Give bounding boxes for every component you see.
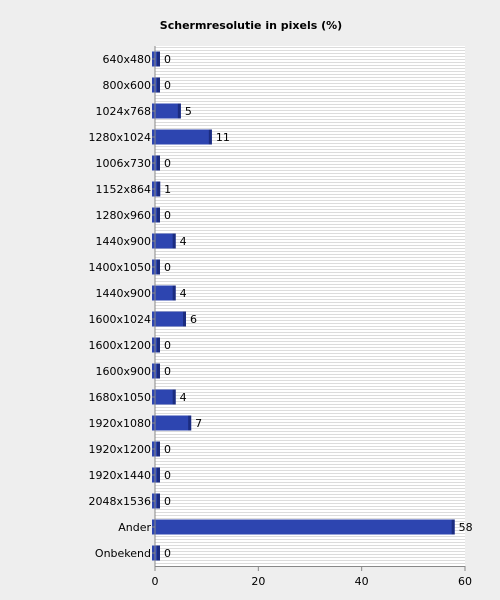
bar-edge: [157, 441, 160, 457]
data-label: 11: [216, 131, 230, 144]
bar-edge: [183, 311, 186, 327]
bar-edge: [157, 207, 160, 223]
category-label: 1680x1050: [89, 391, 152, 404]
category-label: 1152x864: [96, 183, 152, 196]
bar-edge: [172, 285, 176, 301]
bar: [152, 545, 160, 561]
data-label: 0: [164, 261, 171, 274]
category-label: 1920x1080: [89, 417, 152, 430]
bar: [152, 233, 176, 249]
category-label: 800x600: [102, 79, 151, 92]
bar: [152, 441, 160, 457]
category-label: 1440x900: [96, 235, 152, 248]
data-label: 0: [164, 79, 171, 92]
category-label: 1006x730: [96, 157, 152, 170]
category-label: 1280x1024: [89, 131, 152, 144]
bar-edge: [157, 155, 160, 171]
data-label: 6: [190, 313, 197, 326]
data-label: 5: [185, 105, 192, 118]
category-label: 1400x1050: [89, 261, 152, 274]
category-label: 1600x900: [96, 365, 152, 378]
bar-edge: [157, 337, 160, 353]
bar: [152, 155, 160, 171]
category-label: 1280x960: [96, 209, 152, 222]
data-label: 7: [195, 417, 202, 430]
bar: [152, 51, 160, 67]
bar-edge: [172, 389, 176, 405]
bar: [152, 337, 160, 353]
data-label: 0: [164, 365, 171, 378]
bar-edge: [172, 233, 176, 249]
bar: [152, 259, 160, 275]
bar: [152, 311, 186, 327]
category-label: 1600x1200: [89, 339, 152, 352]
x-tick-label: 20: [251, 575, 265, 588]
data-label: 0: [164, 157, 171, 170]
chart-title: Schermresolutie in pixels (%): [160, 19, 342, 32]
bar: [152, 181, 161, 197]
bar: [152, 129, 212, 145]
plot-area: [155, 46, 465, 566]
bar-edge: [208, 129, 212, 145]
bar: [152, 207, 160, 223]
data-label: 1: [164, 183, 171, 196]
category-label: 1920x1200: [89, 443, 152, 456]
bar: [152, 467, 160, 483]
bar: [152, 77, 160, 93]
category-label: 1920x1440: [89, 469, 152, 482]
category-label: 640x480: [102, 53, 151, 66]
data-label: 0: [164, 209, 171, 222]
bar-edge: [157, 363, 160, 379]
category-label: Ander: [118, 521, 151, 534]
data-label: 0: [164, 443, 171, 456]
data-label: 0: [164, 495, 171, 508]
bar-edge: [157, 493, 160, 509]
bar-edge: [157, 259, 160, 275]
bar-edge: [157, 467, 160, 483]
category-label: 2048x1536: [89, 495, 152, 508]
data-label: 58: [459, 521, 473, 534]
bar-edge: [157, 545, 160, 561]
bar: [152, 285, 176, 301]
bar-edge: [157, 181, 161, 197]
x-tick-label: 40: [355, 575, 369, 588]
bar-edge: [188, 415, 192, 431]
axes-group: 0 20 40 60: [152, 46, 472, 588]
data-label: 4: [180, 235, 187, 248]
data-label: 4: [180, 287, 187, 300]
bar: [152, 103, 181, 119]
bars-group: [152, 51, 455, 561]
category-label: Onbekend: [95, 547, 151, 560]
x-tick-label: 0: [152, 575, 159, 588]
bar: [152, 363, 160, 379]
bar-edge: [157, 77, 160, 93]
data-label: 0: [164, 547, 171, 560]
data-label: 0: [164, 53, 171, 66]
x-tick-label: 60: [458, 575, 472, 588]
bar: [152, 493, 160, 509]
data-label: 0: [164, 469, 171, 482]
bar: [152, 415, 192, 431]
bar: [152, 519, 455, 535]
bar: [152, 389, 176, 405]
category-label: 1600x1024: [89, 313, 152, 326]
bar-edge: [177, 103, 181, 119]
bar-edge: [157, 51, 160, 67]
bar-edge: [451, 519, 455, 535]
category-label: 1440x900: [96, 287, 152, 300]
data-label: 0: [164, 339, 171, 352]
data-label: 4: [180, 391, 187, 404]
category-label: 1024x768: [96, 105, 152, 118]
